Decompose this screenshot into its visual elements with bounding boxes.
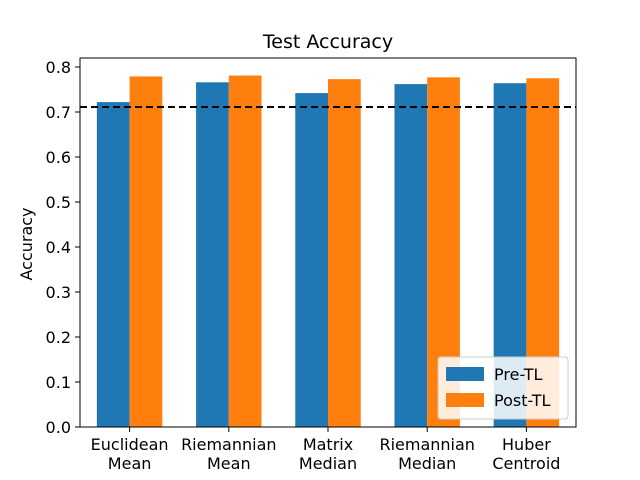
bar-post-tl	[129, 76, 163, 427]
y-tick-label: 0.6	[46, 148, 71, 167]
y-tick-label: 0.2	[46, 328, 71, 347]
x-tick-label: Huber	[502, 435, 551, 454]
legend-label: Pre-TL	[494, 365, 543, 384]
x-tick-label: Riemannian	[181, 435, 276, 454]
x-tick-label: Matrix	[303, 435, 353, 454]
y-axis-label: Accuracy	[17, 207, 36, 280]
bar-post-tl	[328, 79, 361, 428]
bar-pre-tl	[295, 93, 328, 427]
y-tick-label: 0.8	[46, 58, 71, 77]
y-axis-ticks: 0.0 0.1 0.2 0.3 0.4 0.5 0.6 0.7 0.8	[46, 58, 80, 437]
bar-post-tl	[228, 75, 262, 428]
x-tick-label: Centroid	[492, 454, 560, 473]
y-tick-label: 0.1	[46, 373, 71, 392]
x-tick-label: Median	[398, 454, 456, 473]
y-tick-label: 0.5	[46, 193, 71, 212]
x-tick-label: Mean	[207, 454, 251, 473]
legend-swatch	[446, 367, 484, 381]
y-tick-label: 0.7	[46, 103, 71, 122]
x-tick-label: Mean	[108, 454, 152, 473]
y-tick-label: 0.0	[46, 418, 71, 437]
legend-swatch	[446, 393, 484, 407]
bar-pre-tl	[394, 84, 428, 427]
x-axis-ticks: EuclideanMeanRiemannianMeanMatrixMedianR…	[91, 427, 560, 473]
x-tick-label: Euclidean	[91, 435, 169, 454]
y-tick-label: 0.3	[46, 283, 71, 302]
plot-frame	[79, 57, 577, 428]
bar-pre-tl	[96, 102, 130, 427]
legend-label: Post-TL	[494, 391, 551, 410]
x-tick-label: Riemannian	[379, 435, 474, 454]
y-tick-label: 0.4	[46, 238, 71, 257]
x-tick-label: Median	[299, 454, 357, 473]
bar-pre-tl	[196, 82, 229, 428]
legend: Pre-TL Post-TL	[437, 356, 569, 420]
chart-title: Test Accuracy	[262, 31, 393, 53]
